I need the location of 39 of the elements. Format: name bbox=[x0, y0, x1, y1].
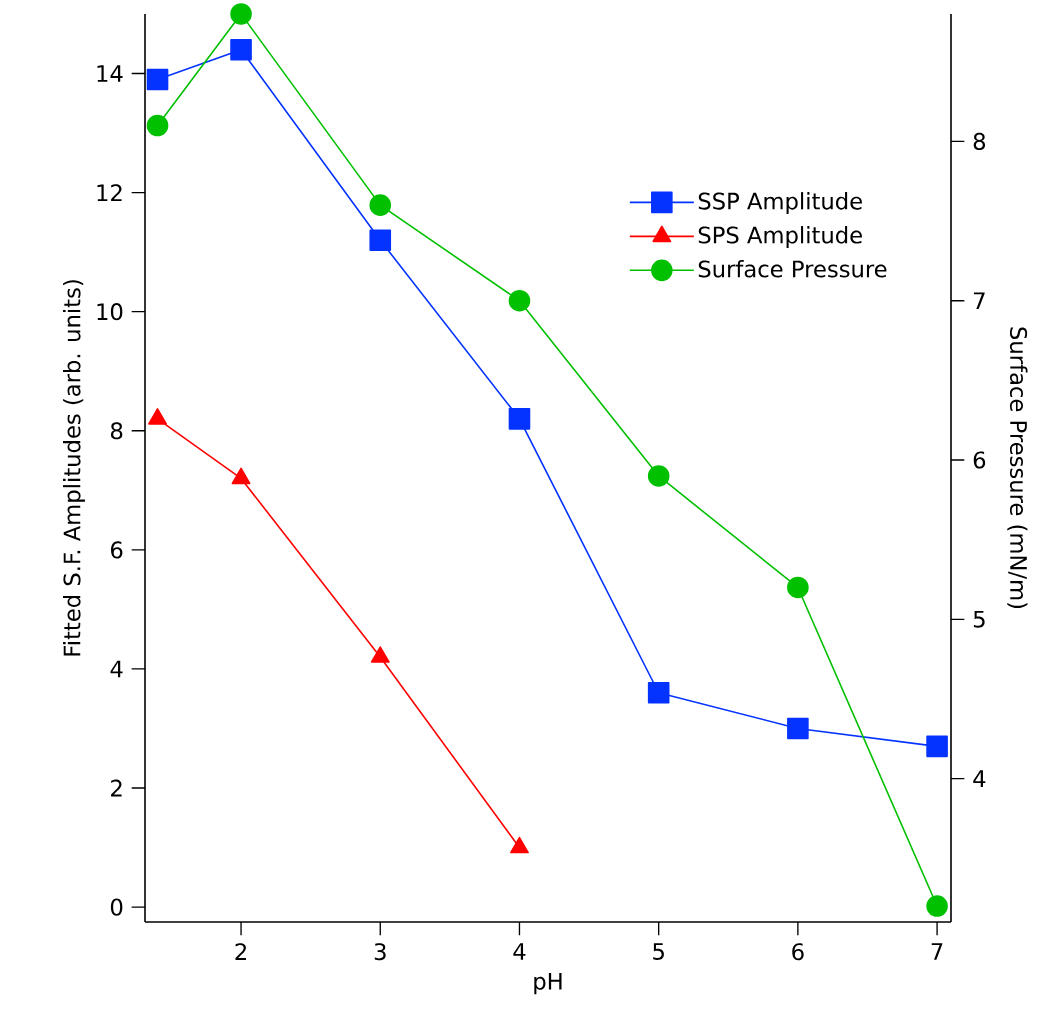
legend-label: SPS Amplitude bbox=[698, 226, 862, 248]
point bbox=[926, 735, 948, 758]
y-tick-label: 0 bbox=[110, 898, 123, 916]
y2-tick-label: 4 bbox=[973, 770, 986, 787]
y2-tick-label: 7 bbox=[974, 292, 985, 309]
y-tick-label: 2 bbox=[111, 779, 122, 797]
point bbox=[508, 408, 531, 430]
point bbox=[647, 465, 670, 487]
point bbox=[146, 114, 169, 137]
point bbox=[508, 289, 531, 312]
y-tick-label: 10 bbox=[97, 303, 123, 321]
point bbox=[647, 681, 670, 704]
legend-label: Surface Pressure bbox=[698, 260, 887, 278]
point bbox=[926, 895, 948, 917]
y2-tick-label: 8 bbox=[973, 132, 986, 150]
point bbox=[787, 717, 809, 740]
y-tick-label: 14 bbox=[97, 65, 123, 82]
y2-tick-label: 5 bbox=[973, 610, 985, 628]
y-tick-label: 8 bbox=[110, 422, 123, 440]
x-tick-label: 3 bbox=[374, 943, 386, 961]
point bbox=[146, 68, 169, 91]
x-axis-title: pH bbox=[534, 973, 562, 995]
x-tick-label: 7 bbox=[931, 943, 943, 960]
y-tick-label: 4 bbox=[110, 660, 123, 678]
legend-label: SSP Amplitude bbox=[698, 192, 862, 215]
point bbox=[369, 229, 392, 252]
y-tick-label: 6 bbox=[111, 541, 123, 559]
y-tick-label: 12 bbox=[97, 184, 122, 202]
x-tick-label: 6 bbox=[792, 943, 804, 961]
y2-axis-title: Surface Pressure (mN/m) bbox=[1007, 327, 1028, 609]
y2-tick-label: 6 bbox=[973, 451, 986, 469]
x-tick-label: 5 bbox=[653, 943, 664, 960]
point bbox=[230, 38, 252, 61]
point bbox=[230, 3, 252, 25]
x-tick-label: 2 bbox=[235, 943, 246, 960]
point bbox=[787, 576, 809, 599]
x-tick-label: 4 bbox=[513, 943, 526, 960]
point bbox=[369, 194, 392, 216]
y-axis-title: Fitted S.F. Amplitudes (arb. units) bbox=[63, 280, 85, 656]
